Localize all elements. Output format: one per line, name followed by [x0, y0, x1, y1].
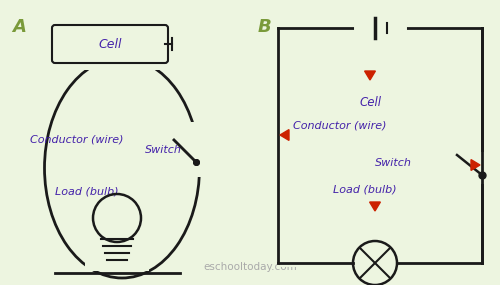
FancyBboxPatch shape — [52, 25, 168, 63]
Text: Load (bulb): Load (bulb) — [55, 187, 118, 197]
Text: B: B — [258, 18, 272, 36]
FancyBboxPatch shape — [191, 122, 203, 177]
Polygon shape — [280, 130, 289, 141]
FancyBboxPatch shape — [85, 189, 149, 271]
Text: eschooltoday.com: eschooltoday.com — [203, 262, 297, 272]
FancyBboxPatch shape — [50, 23, 170, 70]
Polygon shape — [370, 202, 380, 211]
Text: Cell: Cell — [359, 96, 381, 109]
Polygon shape — [364, 71, 376, 80]
Text: Cell: Cell — [98, 38, 122, 50]
Polygon shape — [471, 160, 480, 170]
Text: A: A — [12, 18, 26, 36]
Text: Load (bulb): Load (bulb) — [333, 185, 397, 195]
Text: Conductor (wire): Conductor (wire) — [30, 135, 124, 145]
Text: Switch: Switch — [145, 145, 182, 155]
Text: Switch: Switch — [375, 158, 412, 168]
Text: Conductor (wire): Conductor (wire) — [293, 120, 386, 130]
